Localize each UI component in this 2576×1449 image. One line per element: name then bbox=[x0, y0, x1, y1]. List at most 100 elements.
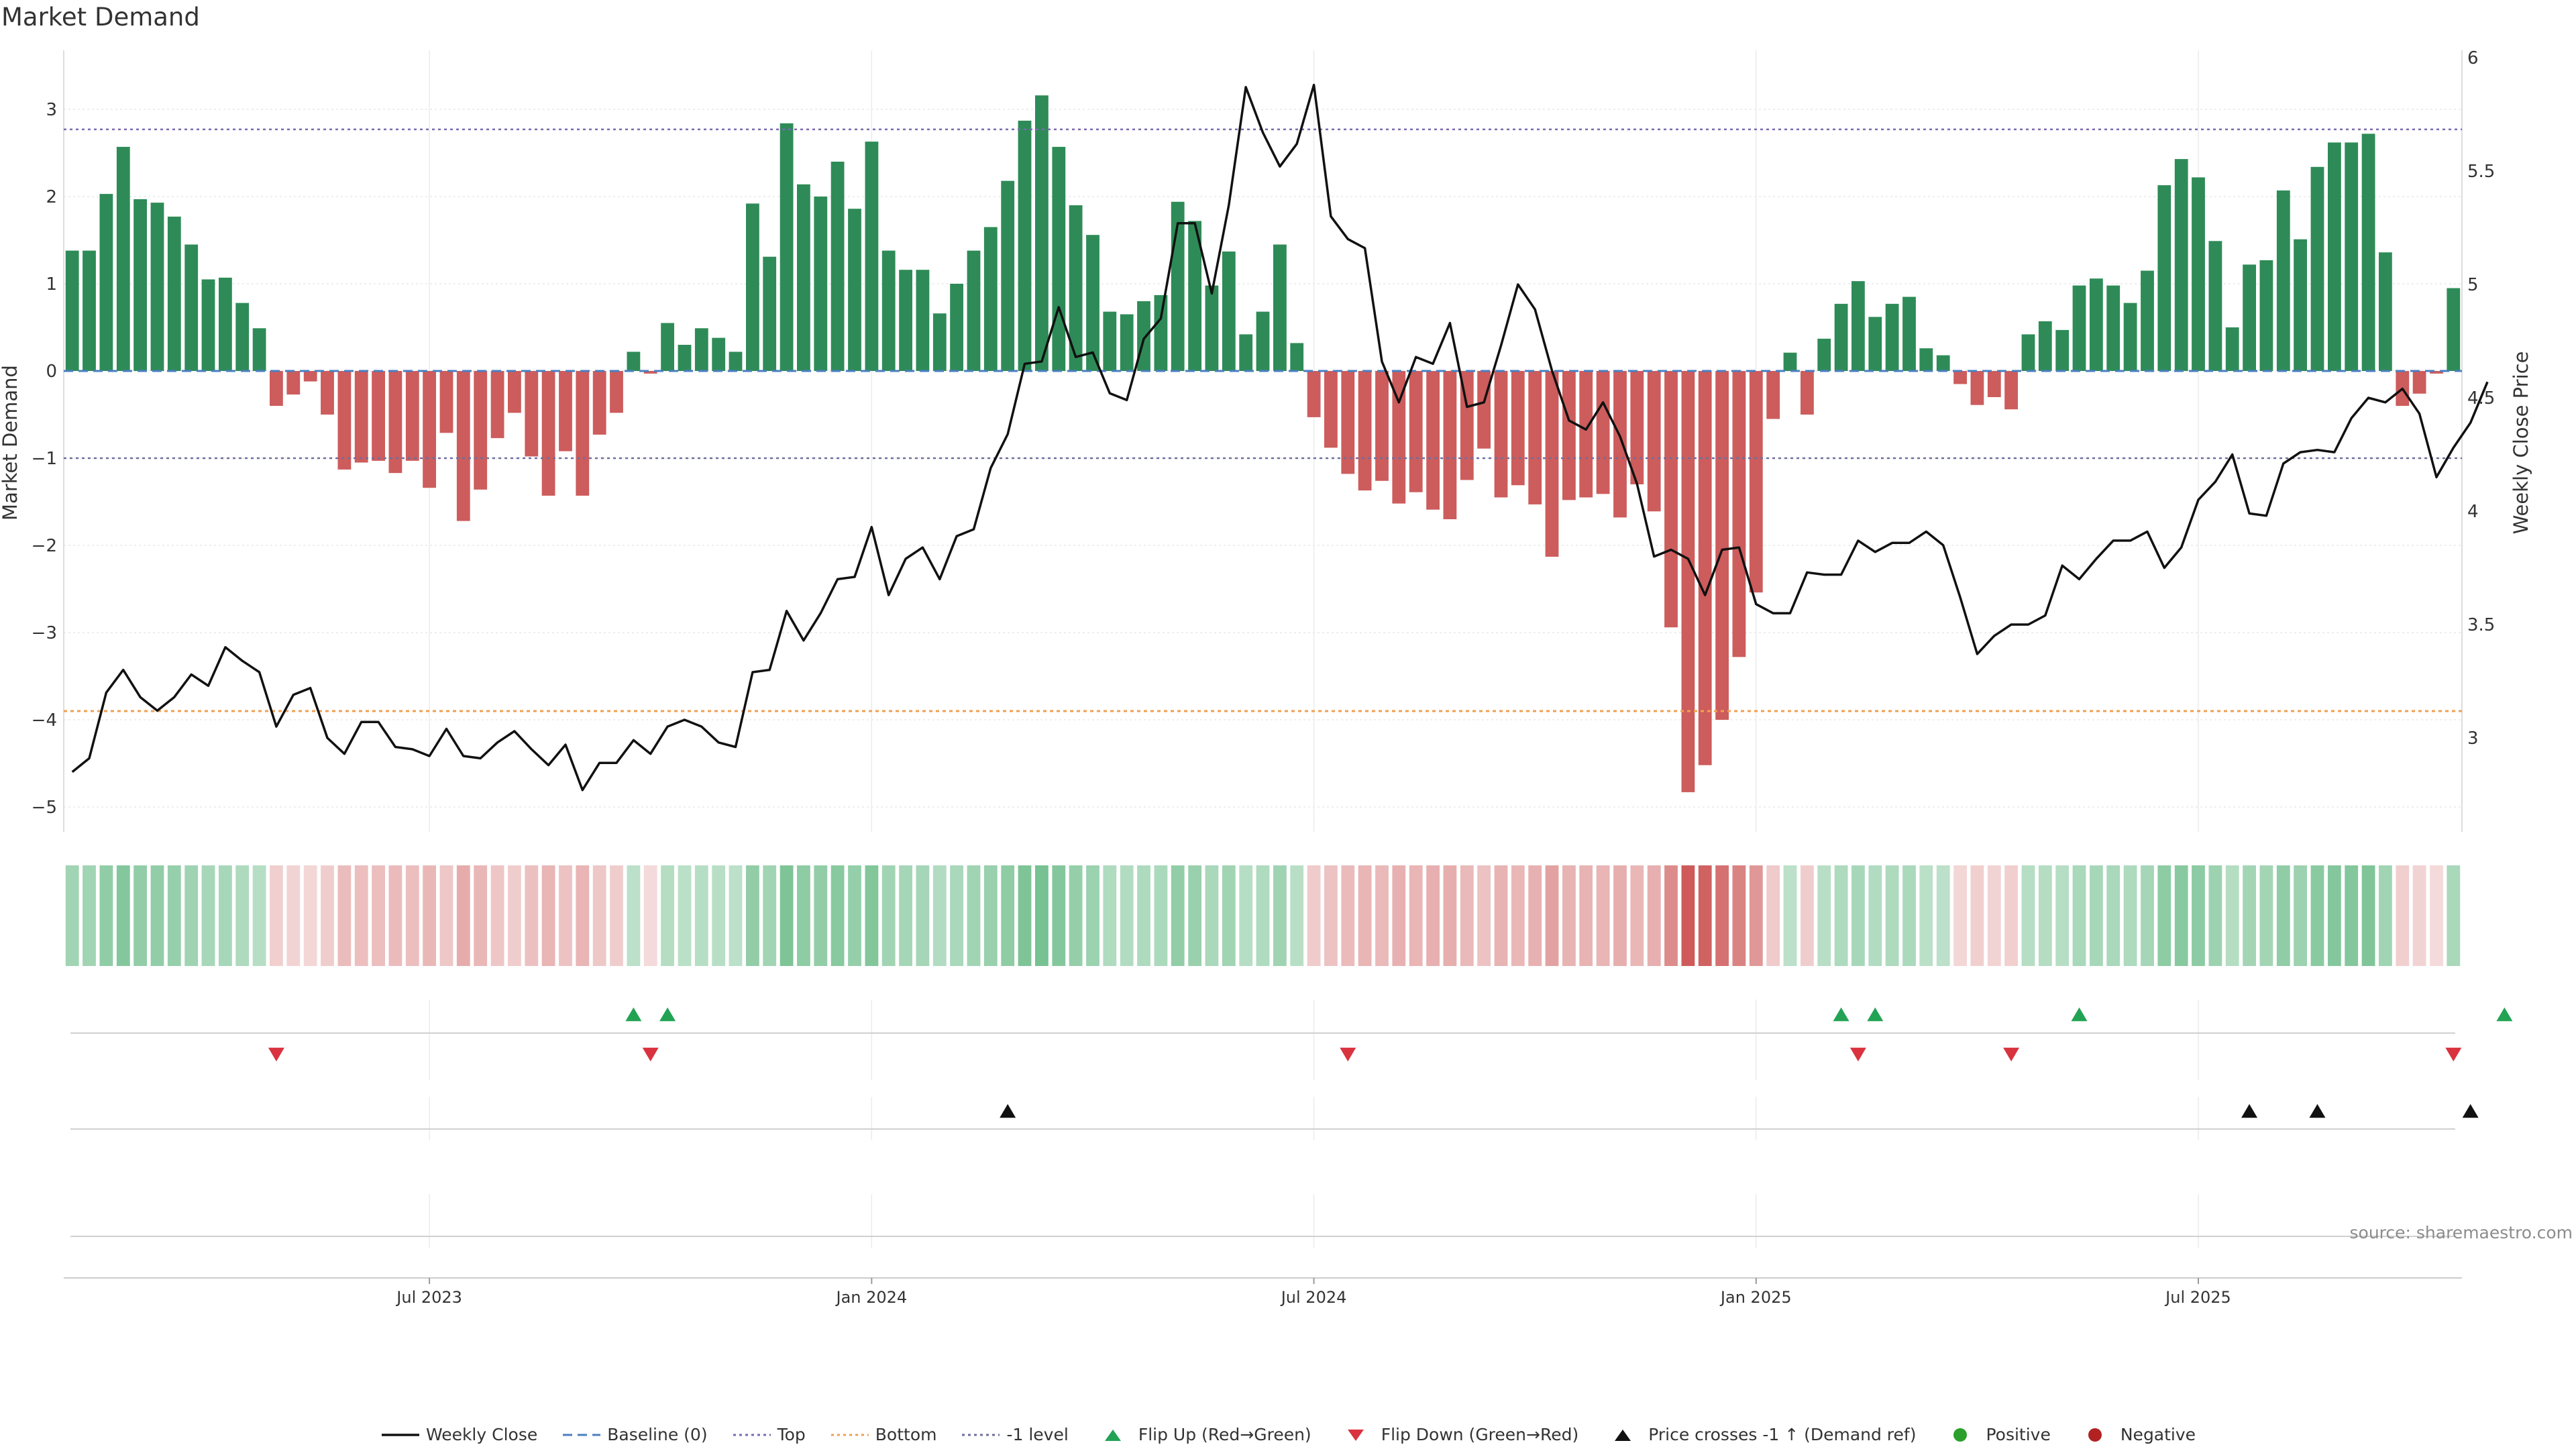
legend-item: Bottom bbox=[830, 1424, 937, 1444]
heat-cell bbox=[83, 865, 96, 966]
demand-bar bbox=[865, 142, 879, 371]
heat-cell bbox=[932, 865, 947, 966]
heat-cell bbox=[1392, 865, 1406, 966]
demand-bar bbox=[201, 279, 215, 371]
demand-bar bbox=[1987, 371, 2001, 397]
heat-cell bbox=[1188, 865, 1201, 966]
demand-bar bbox=[65, 250, 79, 371]
demand-bar bbox=[2004, 371, 2018, 410]
legend-label: Bottom bbox=[875, 1424, 937, 1444]
flip-down-marker bbox=[268, 1047, 284, 1062]
flip-down-marker bbox=[2445, 1047, 2462, 1062]
heat-cell bbox=[1103, 865, 1117, 966]
heat-cell bbox=[2243, 865, 2256, 966]
demand-bar bbox=[899, 270, 912, 371]
heat-cell bbox=[1562, 865, 1576, 966]
demand-bar bbox=[1885, 303, 1899, 371]
heat-cell bbox=[388, 865, 402, 966]
heat-cell bbox=[983, 865, 998, 966]
demand-bar bbox=[763, 256, 777, 371]
demand-bar bbox=[1052, 146, 1066, 371]
heat-cell bbox=[763, 865, 777, 966]
demand-bar bbox=[1851, 281, 1865, 371]
demand-bar bbox=[525, 371, 539, 457]
demand-bar bbox=[1443, 371, 1457, 519]
demand-bar bbox=[1902, 297, 1916, 371]
demand-bar bbox=[661, 323, 674, 371]
legend-item: Positive bbox=[1940, 1424, 2051, 1444]
demand-bar bbox=[388, 371, 402, 474]
heat-cell bbox=[2412, 865, 2426, 966]
demand-bar bbox=[219, 277, 232, 371]
heat-cell bbox=[2208, 865, 2222, 966]
heat-cell bbox=[116, 865, 130, 966]
heat-cell bbox=[490, 865, 504, 966]
heat-cell bbox=[150, 865, 164, 966]
demand-bar bbox=[2225, 327, 2239, 371]
heat-cell bbox=[1358, 865, 1372, 966]
demand-bar bbox=[1409, 371, 1423, 492]
flip-up-marker bbox=[2071, 1007, 2088, 1022]
price-cross-marker bbox=[2462, 1104, 2479, 1118]
flip-up-marker bbox=[659, 1007, 676, 1022]
demand-bar bbox=[848, 209, 861, 371]
demand-bar bbox=[1868, 317, 1882, 371]
demand-bar bbox=[1579, 371, 1593, 498]
demand-bar bbox=[1154, 294, 1168, 371]
demand-bar bbox=[643, 371, 657, 374]
demand-bar bbox=[1801, 371, 1814, 415]
demand-bar bbox=[1749, 371, 1763, 593]
heat-cell bbox=[729, 865, 743, 966]
demand-bar bbox=[950, 284, 963, 371]
legend-label: Positive bbox=[1986, 1424, 2051, 1444]
heat-cell bbox=[694, 865, 708, 966]
demand-bar bbox=[1001, 180, 1015, 371]
demand-bar bbox=[337, 371, 352, 470]
heat-cell bbox=[405, 865, 419, 966]
heat-cell bbox=[133, 865, 147, 966]
y2-tick-label: 6 bbox=[2467, 48, 2479, 68]
demand-bar bbox=[1528, 371, 1542, 504]
demand-bar bbox=[1103, 311, 1117, 371]
heat-cell bbox=[2157, 865, 2171, 966]
demand-bar bbox=[2123, 303, 2137, 371]
demand-bar bbox=[2379, 252, 2392, 371]
heat-cell bbox=[1868, 865, 1882, 966]
heat-cell bbox=[99, 865, 113, 966]
demand-bar bbox=[439, 371, 453, 433]
x-tick-label: Jul 2023 bbox=[395, 1288, 462, 1307]
heat-cell bbox=[321, 865, 334, 966]
demand-bar bbox=[1273, 244, 1287, 371]
demand-bars bbox=[65, 95, 2461, 792]
demand-bar bbox=[1375, 371, 1389, 481]
heat-cell bbox=[1851, 865, 1865, 966]
y-tick-label: 1 bbox=[46, 274, 57, 294]
legend-item: Flip Down (Green→Red) bbox=[1336, 1425, 1578, 1444]
heat-cell bbox=[2055, 865, 2070, 966]
heat-cell bbox=[1409, 865, 1423, 966]
demand-bar bbox=[2055, 329, 2070, 371]
demand-bar bbox=[1766, 371, 1780, 419]
y2-tick-label: 4 bbox=[2467, 502, 2479, 522]
demand-bar bbox=[1732, 371, 1746, 657]
heat-cell bbox=[65, 865, 79, 966]
demand-bar bbox=[2038, 321, 2052, 371]
heat-cell bbox=[2276, 865, 2290, 966]
heat-cell bbox=[1137, 865, 1150, 966]
demand-bar bbox=[1460, 371, 1474, 480]
heat-cell bbox=[899, 865, 912, 966]
demand-bar bbox=[270, 371, 283, 406]
y-tick-label: −3 bbox=[32, 623, 57, 643]
heat-cell bbox=[1341, 865, 1355, 966]
heat-cell bbox=[661, 865, 674, 966]
heat-cell bbox=[1375, 865, 1389, 966]
legend-label: Weekly Close bbox=[425, 1424, 538, 1444]
demand-bar bbox=[559, 371, 572, 451]
heat-cell bbox=[1732, 865, 1746, 966]
chart-title: Market Demand bbox=[1, 3, 200, 32]
demand-bar bbox=[1290, 343, 1304, 371]
heat-cell bbox=[2345, 865, 2359, 966]
heat-cell bbox=[1307, 865, 1321, 966]
demand-bar bbox=[286, 371, 301, 395]
